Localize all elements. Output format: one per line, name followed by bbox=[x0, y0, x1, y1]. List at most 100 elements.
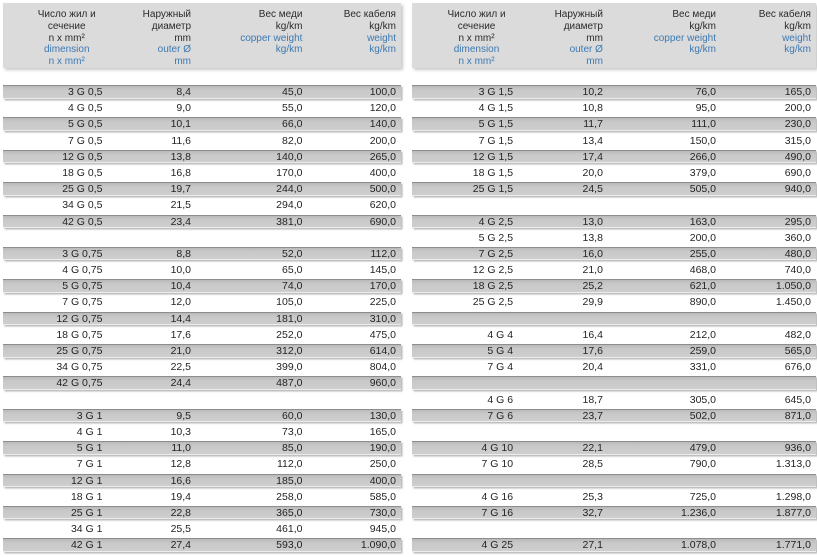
cell-outer-diameter: 19,4 bbox=[170, 490, 192, 503]
cell-outer-diameter: 23,4 bbox=[170, 215, 192, 228]
cell-cable-weight: 310,0 bbox=[369, 312, 396, 325]
cell-cable-weight: 804,0 bbox=[369, 361, 396, 374]
table-row: 3 G 1 9,5 60,0 130,0 bbox=[3, 408, 401, 424]
cell-cable-weight: 250,0 bbox=[369, 458, 396, 471]
table-row: 12 G 1 16,6 185,0 400,0 bbox=[3, 473, 401, 489]
cell-outer-diameter: 25,3 bbox=[582, 490, 603, 503]
header-line-translation: weight bbox=[782, 32, 811, 44]
separator-row bbox=[412, 311, 816, 327]
cell-cable-weight: 936,0 bbox=[784, 442, 811, 455]
table-row: 7 G 6 23,7 502,0 871,0 bbox=[412, 408, 816, 424]
cell-outer-diameter: 25,5 bbox=[170, 523, 192, 536]
cell-outer-diameter: 16,8 bbox=[170, 166, 192, 179]
cell-cable-weight: 1.313,0 bbox=[775, 458, 811, 471]
table-row: 5 G 1 11,0 85,0 190,0 bbox=[3, 440, 401, 456]
cell-outer-diameter: 19,7 bbox=[170, 183, 192, 196]
separator-row bbox=[412, 197, 816, 213]
cell-dimension: 7 G 0,75 bbox=[62, 296, 103, 309]
cell-dimension: 18 G 2,5 bbox=[472, 280, 514, 293]
cell-dimension: 25 G 1 bbox=[70, 506, 103, 519]
column-header-dimension: Число жил и сечение n x mm² dimension n x mm… bbox=[3, 9, 108, 68]
cell-cable-weight: 482,0 bbox=[784, 328, 811, 341]
cell-copper-weight: 212,0 bbox=[689, 328, 717, 341]
cell-dimension: 4 G 6 bbox=[487, 393, 514, 406]
separator-row bbox=[3, 392, 401, 408]
cell-dimension: 4 G 2,5 bbox=[478, 215, 514, 228]
cell-cable-weight: 945,0 bbox=[369, 523, 396, 536]
cell-cable-weight: 400,0 bbox=[369, 166, 396, 179]
cell-outer-diameter: 16,0 bbox=[582, 247, 603, 260]
cell-copper-weight: 381,0 bbox=[276, 215, 303, 228]
table-row: 7 G 16 32,7 1.236,0 1.877,0 bbox=[412, 505, 816, 521]
cell-dimension: 4 G 1 bbox=[76, 425, 103, 438]
cell-outer-diameter: 22,1 bbox=[582, 442, 603, 455]
cell-dimension: 7 G 16 bbox=[481, 506, 514, 519]
cell-cable-weight: 565,0 bbox=[784, 345, 811, 357]
cell-copper-weight: 181,0 bbox=[276, 312, 303, 325]
cell-dimension: 12 G 1,5 bbox=[472, 150, 514, 163]
table-row: 18 G 0,75 17,6 252,0 475,0 bbox=[3, 327, 401, 343]
header-line: Число жил и bbox=[37, 9, 96, 20]
cell-cable-weight: 230,0 bbox=[784, 118, 811, 131]
separator-row bbox=[3, 230, 401, 246]
table-row: 18 G 1 19,4 258,0 585,0 bbox=[3, 489, 401, 505]
table-row: 4 G 0,75 10,0 65,0 145,0 bbox=[3, 262, 401, 278]
table-row: 3 G 0,75 8,8 52,0 112,0 bbox=[3, 246, 401, 262]
header-line: диаметр bbox=[151, 20, 192, 32]
table-row: 4 G 25 27,1 1.078,0 1.771,0 bbox=[412, 537, 816, 553]
table-row: 18 G 0,5 16,8 170,0 400,0 bbox=[3, 165, 401, 181]
cell-copper-weight: 331,0 bbox=[689, 361, 717, 374]
cell-copper-weight: 305,0 bbox=[689, 393, 717, 406]
cell-dimension: 42 G 1 bbox=[70, 539, 103, 552]
cell-copper-weight: 200,0 bbox=[689, 231, 717, 244]
table-row: 7 G 1,5 13,4 150,0 315,0 bbox=[412, 133, 816, 149]
cell-outer-diameter: 10,2 bbox=[582, 86, 603, 98]
cell-cable-weight: 165,0 bbox=[369, 425, 396, 438]
cell-outer-diameter: 13,4 bbox=[582, 134, 603, 147]
table-row: 5 G 1,5 11,7 111,0 230,0 bbox=[412, 116, 816, 132]
cell-copper-weight: 60,0 bbox=[282, 409, 303, 422]
cell-copper-weight: 258,0 bbox=[276, 490, 303, 503]
cell-cable-weight: 170,0 bbox=[369, 280, 396, 293]
cell-copper-weight: 185,0 bbox=[276, 474, 303, 487]
cell-dimension: 25 G 0,5 bbox=[62, 183, 103, 196]
cell-outer-diameter: 17,6 bbox=[582, 345, 603, 357]
cell-dimension: 12 G 0,75 bbox=[56, 312, 103, 325]
cell-copper-weight: 45,0 bbox=[282, 86, 303, 98]
cell-outer-diameter: 22,8 bbox=[170, 506, 192, 519]
cell-cable-weight: 225,0 bbox=[369, 296, 396, 309]
cell-dimension: 34 G 0,75 bbox=[56, 361, 103, 374]
header-line: kg/km bbox=[689, 20, 717, 32]
cell-cable-weight: 112,0 bbox=[370, 247, 396, 260]
cable-table-right: Число жил и сечение n x mm² dimension n x mm… bbox=[412, 3, 816, 553]
cell-outer-diameter: 21,5 bbox=[170, 199, 192, 212]
cell-copper-weight: 55,0 bbox=[282, 102, 303, 115]
cell-dimension: 7 G 0,5 bbox=[68, 134, 103, 147]
cell-dimension: 34 G 1 bbox=[70, 523, 103, 536]
cell-dimension: 4 G 25 bbox=[481, 539, 514, 552]
cell-cable-weight: 295,0 bbox=[784, 215, 811, 228]
cell-outer-diameter: 10,4 bbox=[170, 280, 192, 293]
separator-row bbox=[412, 375, 816, 391]
cell-dimension: 3 G 1,5 bbox=[478, 86, 514, 98]
cell-outer-diameter: 10,3 bbox=[170, 425, 192, 438]
cell-copper-weight: 725,0 bbox=[689, 490, 717, 503]
cell-dimension: 5 G 2,5 bbox=[478, 231, 514, 244]
cell-outer-diameter: 24,5 bbox=[582, 183, 603, 196]
cell-dimension: 34 G 0,5 bbox=[62, 199, 103, 212]
cell-dimension: 12 G 2,5 bbox=[472, 264, 514, 277]
cell-outer-diameter: 28,5 bbox=[582, 458, 603, 471]
cell-cable-weight: 140,0 bbox=[369, 118, 396, 131]
table-row: 12 G 1,5 17,4 266,0 490,0 bbox=[412, 149, 816, 165]
header-line-translation: weight bbox=[367, 32, 396, 44]
cell-outer-diameter: 27,1 bbox=[582, 539, 603, 552]
table-row: 7 G 4 20,4 331,0 676,0 bbox=[412, 359, 816, 375]
cell-copper-weight: 379,0 bbox=[689, 166, 717, 179]
table-row: 3 G 1,5 10,2 76,0 165,0 bbox=[412, 84, 816, 100]
cell-cable-weight: 100,0 bbox=[369, 86, 396, 98]
cell-copper-weight: 111,0 bbox=[691, 118, 717, 131]
cell-dimension: 5 G 0,5 bbox=[68, 118, 103, 131]
cell-copper-weight: 621,0 bbox=[689, 280, 717, 293]
cell-outer-diameter: 13,8 bbox=[170, 150, 192, 163]
